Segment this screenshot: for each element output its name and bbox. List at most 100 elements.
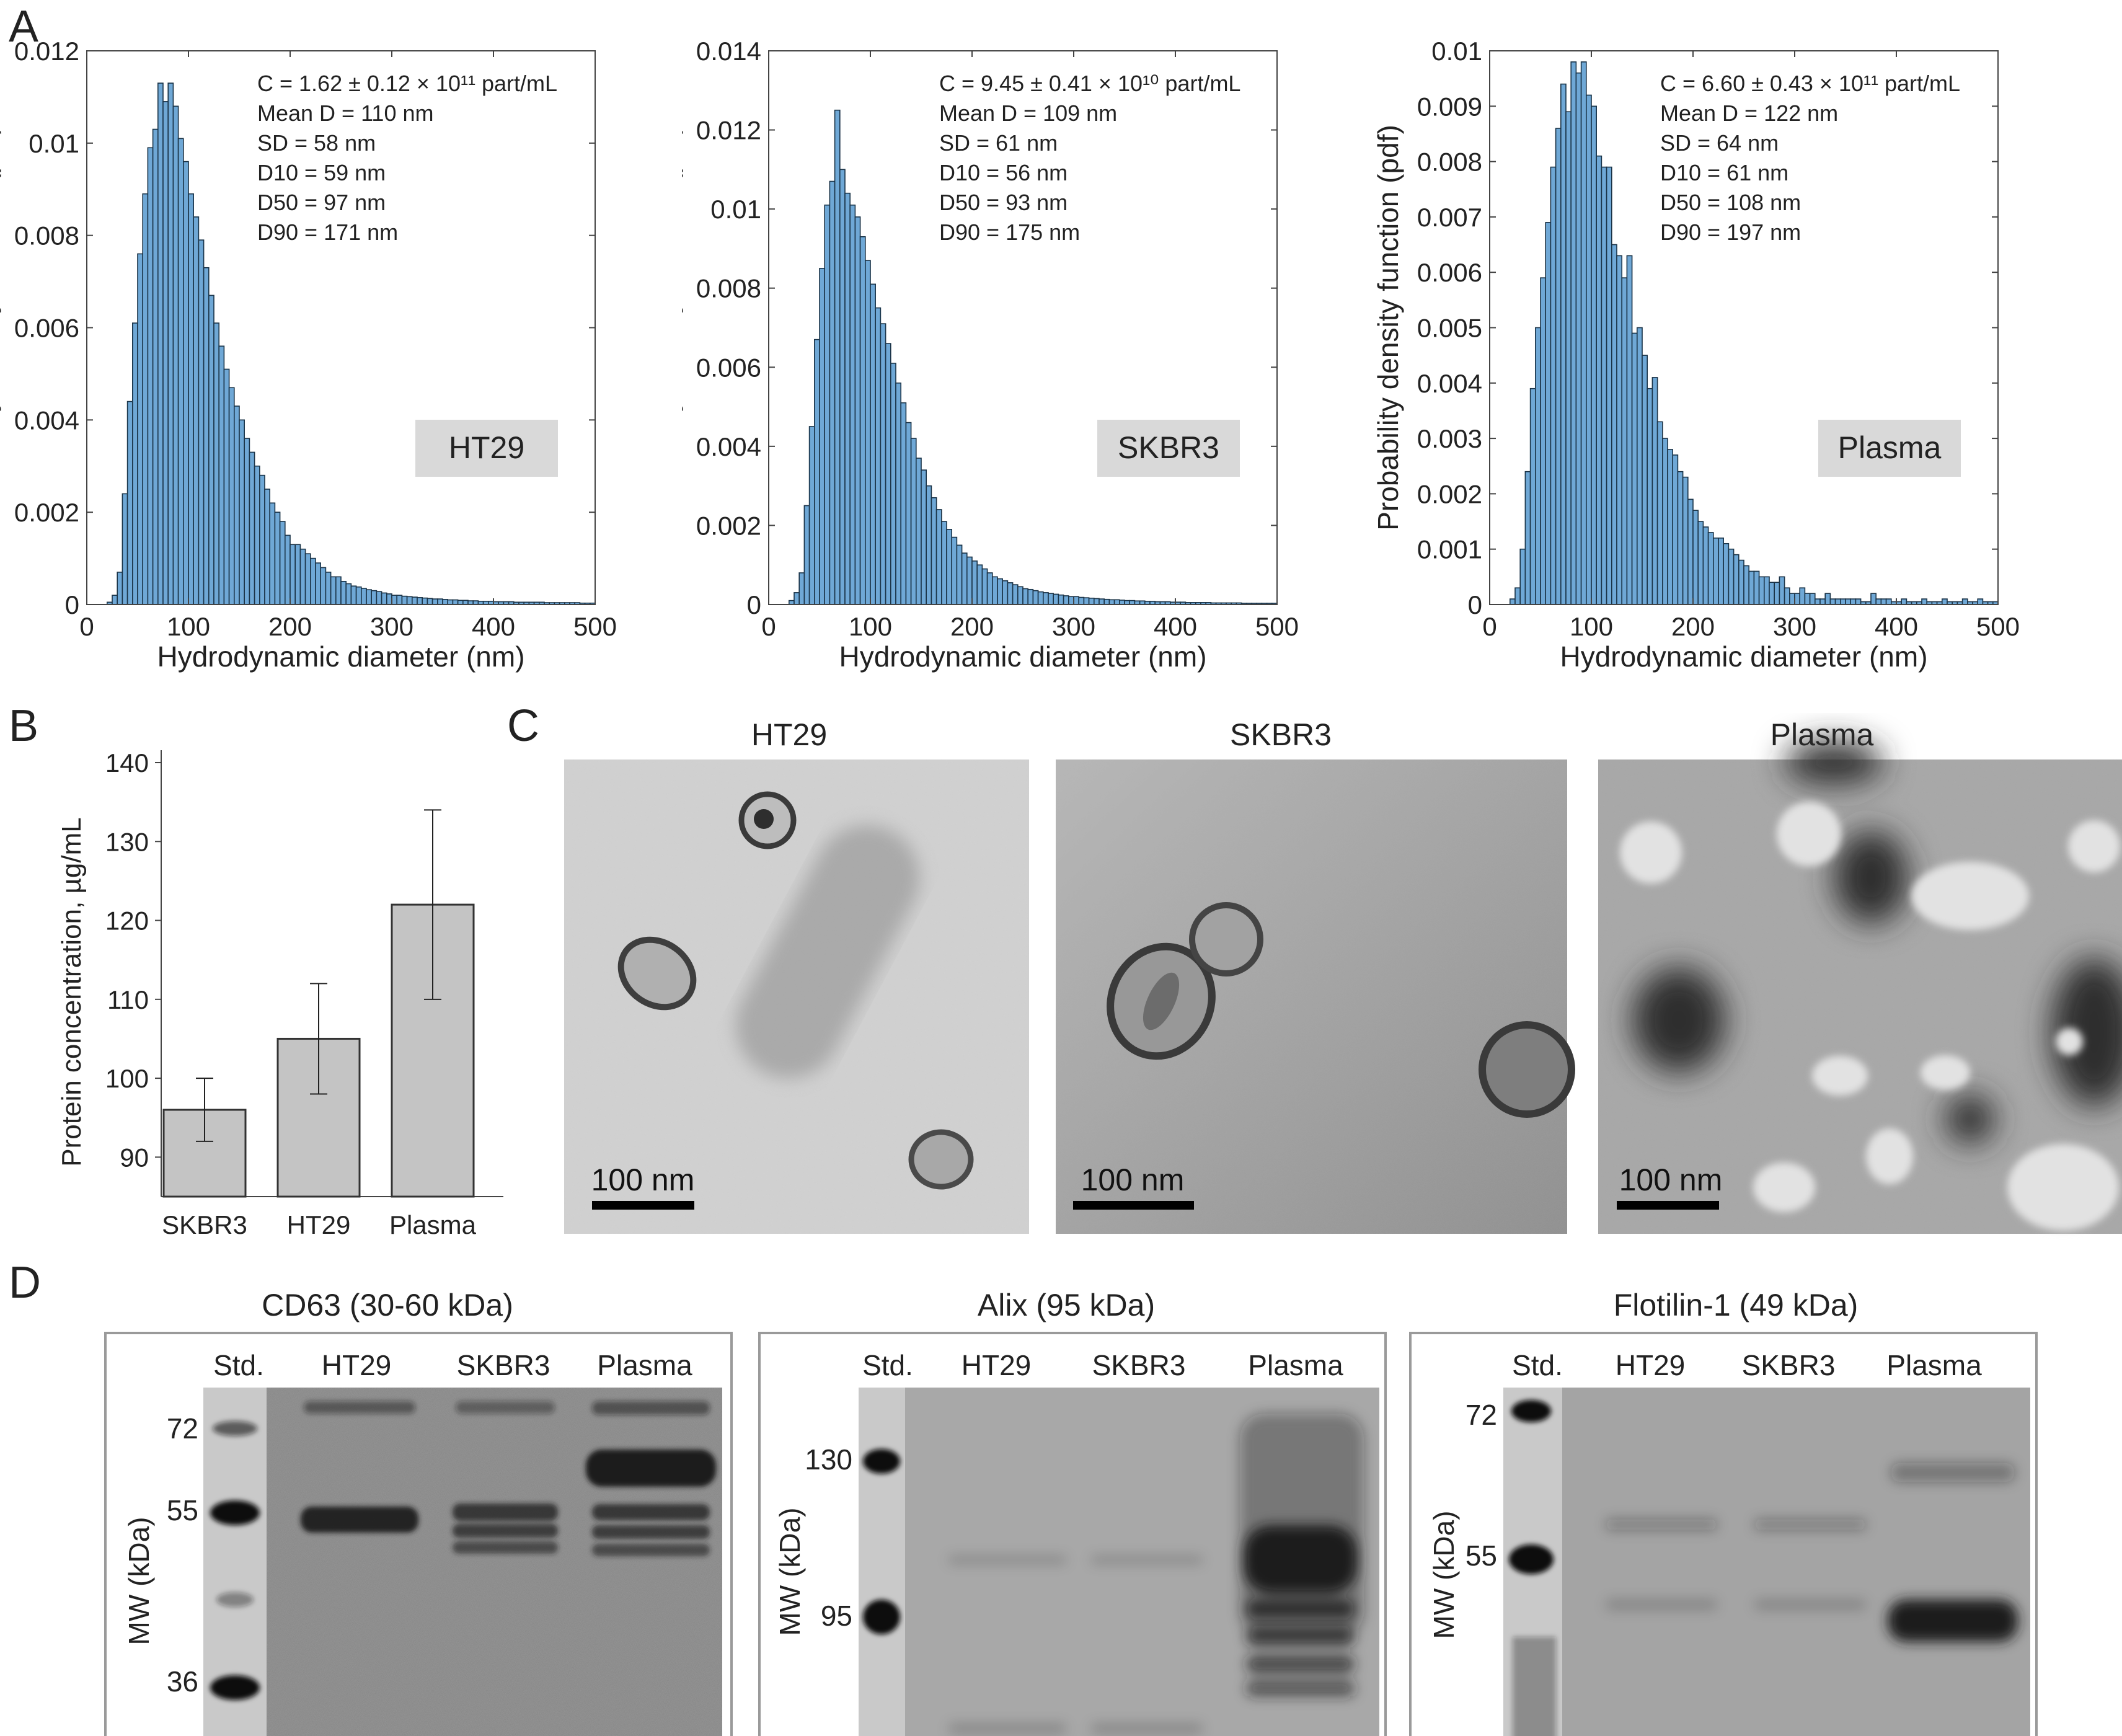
y-tick-label: 0 — [1468, 590, 1482, 619]
histogram-bar — [1560, 83, 1567, 605]
y-tick-label: 0.005 — [1417, 314, 1482, 343]
stat-line: C = 1.62 ± 0.12 × 10¹¹ part/mL — [257, 71, 557, 96]
histogram-bar — [1103, 598, 1110, 605]
histogram-bar — [1007, 582, 1014, 605]
x-tick-label: 200 — [1671, 612, 1715, 641]
mw-marker: 55 — [167, 1494, 198, 1526]
histogram-bar — [259, 474, 265, 605]
x-tick-label: 500 — [1255, 612, 1299, 641]
histogram-bar — [132, 322, 138, 605]
x-tick-label: 0 — [1482, 612, 1496, 641]
histogram-bar — [1037, 591, 1044, 605]
x-tick-label: 300 — [1773, 612, 1816, 641]
histogram-bar — [1712, 538, 1719, 605]
histogram-bar — [1636, 327, 1643, 605]
histogram-bar — [966, 556, 973, 605]
histogram-bar — [335, 576, 342, 605]
y-tick-label: 0 — [747, 590, 761, 619]
histogram-bar — [218, 345, 225, 605]
y-tick-label: 0.008 — [696, 274, 761, 303]
lane-label: SKBR3 — [457, 1349, 550, 1381]
histogram-bar — [1073, 596, 1079, 605]
histogram-bar — [1682, 476, 1689, 605]
panel-label-a: A — [9, 2, 39, 51]
histogram-bar — [411, 596, 418, 605]
histogram-bar — [396, 595, 403, 605]
sample-tag: SKBR3 — [1118, 430, 1219, 465]
histogram-bar — [915, 458, 922, 605]
histogram-bar — [890, 363, 896, 605]
stat-line: D10 = 61 nm — [1660, 160, 1788, 185]
mw-axis-label: MW (kDa) — [123, 1517, 155, 1645]
histogram-bar — [320, 567, 327, 605]
x-axis-label: Hydrodynamic diameter (nm) — [1560, 640, 1927, 673]
histogram-bar — [931, 497, 937, 605]
histogram-bar — [1596, 155, 1603, 605]
histogram-bar — [1656, 421, 1663, 605]
histogram-bar — [1591, 105, 1597, 605]
histogram-bar — [880, 323, 886, 605]
histogram-bar — [986, 572, 993, 605]
stat-line: D10 = 59 nm — [257, 160, 386, 185]
histogram-bar — [1763, 576, 1770, 605]
histogram-bar — [431, 598, 438, 605]
histogram-bar — [1032, 590, 1039, 605]
sample-tag-box — [1097, 420, 1240, 477]
histogram-bar — [447, 599, 454, 605]
histogram-bar — [1616, 255, 1622, 605]
y-axis-label: Probability density function (pdf) — [1372, 125, 1404, 531]
histogram-bar — [1799, 587, 1806, 605]
lane-label: HT29 — [1616, 1349, 1685, 1381]
histogram-bar — [1921, 598, 1927, 605]
histogram-bar — [371, 590, 378, 605]
histogram-bar — [1519, 548, 1526, 605]
histogram-bar — [203, 267, 210, 605]
x-axis-label: Hydrodynamic diameter (nm) — [839, 640, 1206, 673]
histogram-bar — [1058, 594, 1064, 605]
histogram-bar — [137, 253, 143, 605]
histogram-bar — [1093, 598, 1100, 605]
histogram-bar — [1855, 598, 1862, 605]
histogram-bar — [350, 585, 357, 605]
histogram-bar — [1677, 471, 1684, 605]
histogram-bar — [1022, 588, 1028, 605]
histogram-bar — [1728, 548, 1735, 605]
histogram-bar — [951, 536, 958, 605]
y-tick-label: 0.006 — [696, 353, 761, 382]
histogram-bar — [117, 572, 123, 605]
histogram-bar — [859, 236, 866, 605]
stat-line: D50 = 93 nm — [939, 190, 1068, 215]
y-tick-label: 0.008 — [1417, 148, 1482, 177]
y-tick-label: 0.01 — [29, 129, 79, 158]
histogram-bar — [794, 592, 800, 605]
mw-marker: 72 — [167, 1412, 198, 1445]
y-tick-label: 0 — [65, 590, 79, 619]
mw-marker: 130 — [805, 1443, 852, 1476]
stat-line: D50 = 108 nm — [1660, 190, 1801, 215]
y-tick-label: 0.012 — [696, 116, 761, 145]
histogram-bar — [1118, 600, 1125, 605]
histogram-bar — [1585, 94, 1592, 605]
histogram-bar — [864, 260, 871, 605]
histogram-bar — [1834, 598, 1841, 605]
histogram-bar — [162, 101, 169, 605]
histogram-bar — [1575, 72, 1582, 605]
y-tick-label: 120 — [105, 906, 149, 936]
stat-line: D10 = 56 nm — [939, 160, 1068, 185]
histogram-bar — [228, 387, 235, 605]
histogram-bar — [1555, 128, 1562, 605]
histogram-bar — [1672, 454, 1679, 605]
histogram-bar — [971, 560, 978, 605]
histogram-bar — [803, 505, 810, 605]
histogram-bar — [895, 382, 901, 605]
histogram-bar — [299, 548, 306, 605]
tem-image-skbr3: 100 nm — [1056, 760, 1575, 1234]
histogram-bar — [381, 592, 387, 605]
histogram-bar — [1804, 593, 1811, 605]
stat-line: SD = 58 nm — [257, 130, 376, 156]
mw-axis-label: MW (kDa) — [774, 1508, 806, 1636]
histogram-bar — [422, 597, 428, 605]
histogram-bar — [1819, 598, 1826, 605]
stat-line: C = 6.60 ± 0.43 × 10¹¹ part/mL — [1660, 71, 1960, 96]
histogram-bar — [1063, 595, 1069, 605]
